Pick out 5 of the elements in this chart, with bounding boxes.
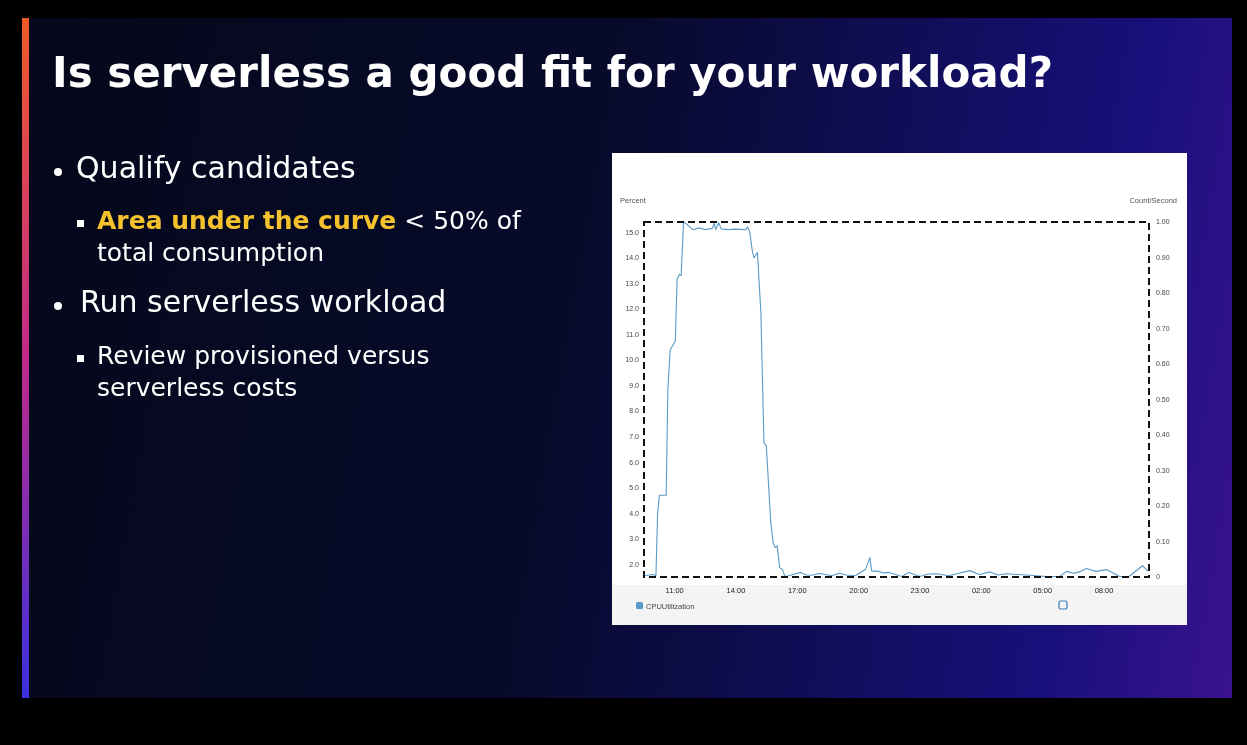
text: Review provisioned versus serverless costs <box>96 340 431 404</box>
text: Area under the curve <box>97 206 397 235</box>
text: Run serverless workload <box>80 284 447 319</box>
chart-title: Is serverless a good fit for your workload? <box>52 48 1054 97</box>
text: Qualify candidates <box>76 150 356 185</box>
